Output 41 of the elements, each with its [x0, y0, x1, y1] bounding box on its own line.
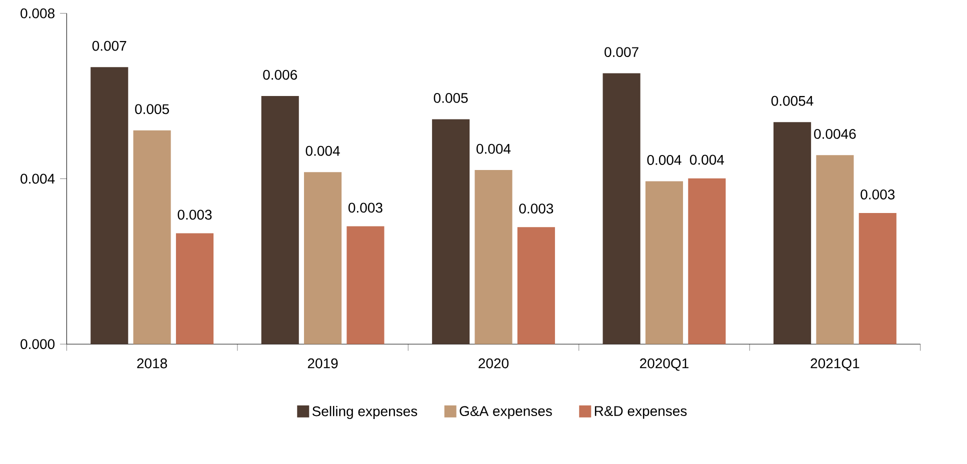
bar	[645, 181, 684, 344]
bar	[304, 172, 342, 344]
data-label: 0.007	[604, 47, 638, 57]
bar	[774, 122, 812, 344]
bar	[858, 212, 896, 344]
data-label: 0.0046	[814, 128, 856, 139]
x-tick-label: 2021Q1	[810, 358, 860, 371]
x-tick-label: 2018	[137, 358, 168, 368]
y-tick-label: 0.008	[20, 8, 54, 18]
data-label: 0.007	[92, 40, 126, 51]
data-label: 0.003	[860, 189, 895, 200]
x-tick-label: 2019	[308, 358, 338, 368]
bar	[261, 96, 299, 344]
data-label: 0.006	[263, 70, 298, 80]
data-label: 0.005	[434, 92, 468, 103]
data-label: 0.005	[135, 104, 169, 114]
legend-label: G&A expenses	[460, 406, 552, 419]
bar	[474, 170, 512, 344]
data-label: 0.004	[476, 144, 511, 154]
bar	[602, 73, 640, 344]
y-tick-label: 0.000	[20, 339, 55, 350]
data-label: 0.004	[690, 154, 724, 165]
bar	[90, 67, 128, 344]
bar	[133, 130, 171, 344]
bar	[688, 178, 726, 344]
legend-label: R&D expenses	[594, 406, 687, 419]
data-label: 0.004	[647, 154, 682, 165]
data-label: 0.0054	[771, 96, 814, 106]
y-tick-label: 0.004	[20, 174, 55, 184]
bar	[816, 155, 854, 344]
bar	[517, 227, 555, 344]
data-label: 0.003	[519, 204, 554, 214]
bar	[432, 119, 470, 344]
x-tick-label: 2020	[478, 358, 509, 368]
legend-label: Selling expenses	[312, 406, 418, 419]
bar	[346, 226, 384, 344]
data-label: 0.004	[306, 146, 340, 156]
data-label: 0.003	[178, 210, 212, 220]
bar	[176, 233, 214, 344]
data-label: 0.003	[348, 202, 382, 213]
x-tick-label: 2020Q1	[640, 358, 688, 371]
